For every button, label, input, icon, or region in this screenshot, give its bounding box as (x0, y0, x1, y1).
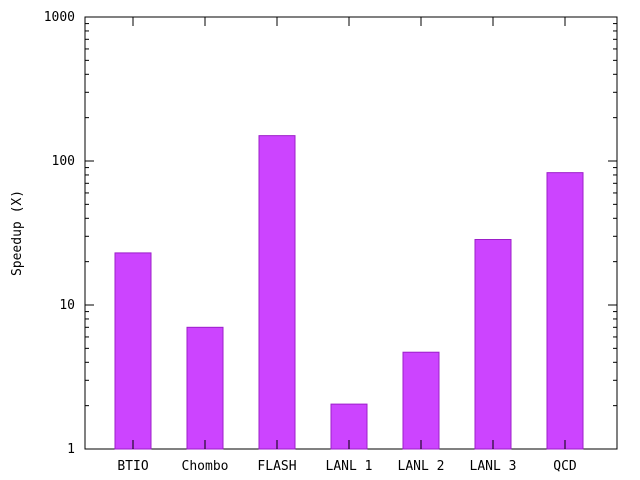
x-tick-label: FLASH (257, 459, 296, 474)
bar-flash (258, 135, 296, 450)
bar-lanl-2 (402, 351, 440, 450)
x-tick-label: Chombo (182, 459, 229, 474)
x-tick-labels: BTIO Chombo FLASH LANL 1 LANL 2 LANL 3 QCD (117, 17, 577, 474)
x-tick-label: QCD (553, 459, 577, 474)
x-tick-label: LANL 1 (326, 459, 373, 474)
y-tick-label: 100 (52, 154, 75, 169)
bar-qcd (546, 172, 584, 450)
y-tick-label: 10 (59, 298, 75, 313)
y-axis-ticks: 1 10 100 1000 (44, 10, 617, 457)
bar-chombo (186, 326, 224, 450)
bar-btio (114, 252, 152, 450)
x-tick-label: BTIO (117, 459, 148, 474)
y-axis-label: Speedup (X) (10, 190, 25, 276)
y-tick-label: 1000 (44, 10, 75, 25)
y-tick-label: 1 (67, 442, 75, 457)
x-tick-label: LANL 3 (470, 459, 517, 474)
bar-lanl-3 (474, 239, 512, 450)
x-tick-label: LANL 2 (398, 459, 445, 474)
plot-frame (84, 16, 618, 450)
bars (114, 135, 584, 450)
